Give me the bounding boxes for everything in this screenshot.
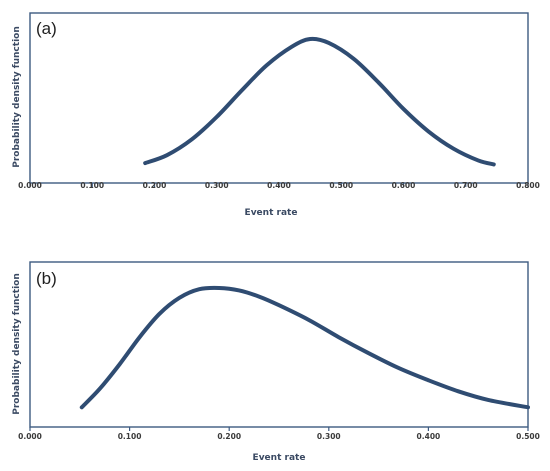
panel-a-density-curve <box>143 36 496 167</box>
panel-a: (a) Probability density function Event r… <box>12 12 540 218</box>
panel-b-y-axis-title: Probability density function <box>12 273 22 414</box>
panel-a-x-tick-label: 0.800 <box>516 181 540 190</box>
panel-a-x-tick-label: 0.400 <box>267 181 291 190</box>
panel-a-x-tick-label: 0.300 <box>205 181 229 190</box>
panel-a-label: (a) <box>36 19 57 38</box>
panel-a-y-axis-title: Probability density function <box>12 26 22 167</box>
panel-b-x-tick-label: 0.400 <box>417 432 441 441</box>
panel-a-x-tick-label: 0.700 <box>454 181 478 190</box>
panel-b-x-ticks: 0.000 0.100 0.200 0.300 0.400 0.500 <box>18 427 540 441</box>
panel-a-x-tick-label: 0.200 <box>143 181 167 190</box>
panel-b-x-axis-title: Event rate <box>253 453 306 463</box>
panel-b-x-tick-label: 0.300 <box>317 432 341 441</box>
panel-a-x-ticks: 0.000 0.100 0.200 0.300 0.400 0.500 0.600 0.700… <box>18 181 540 190</box>
panel-a-x-tick-label: 0.500 <box>329 181 353 190</box>
panel-b-label: (b) <box>36 269 57 288</box>
panel-b-x-tick-label: 0.000 <box>18 432 42 441</box>
panel-a-frame <box>29 12 529 184</box>
panel-b-frame <box>29 261 529 428</box>
panel-a-x-tick-label: 0.100 <box>80 181 104 190</box>
panel-a-x-tick-label: 0.600 <box>392 181 416 190</box>
panel-b-x-tick-label: 0.200 <box>217 432 241 441</box>
panel-b-density-curve <box>79 285 530 410</box>
panel-a-x-axis-title: Event rate <box>245 208 298 218</box>
panel-b-x-tick-label: 0.100 <box>118 432 142 441</box>
panel-b: (b) Probability density function Event r… <box>12 261 540 463</box>
panel-a-x-tick-label: 0.000 <box>18 181 42 190</box>
panel-b-x-tick-label: 0.500 <box>516 432 540 441</box>
